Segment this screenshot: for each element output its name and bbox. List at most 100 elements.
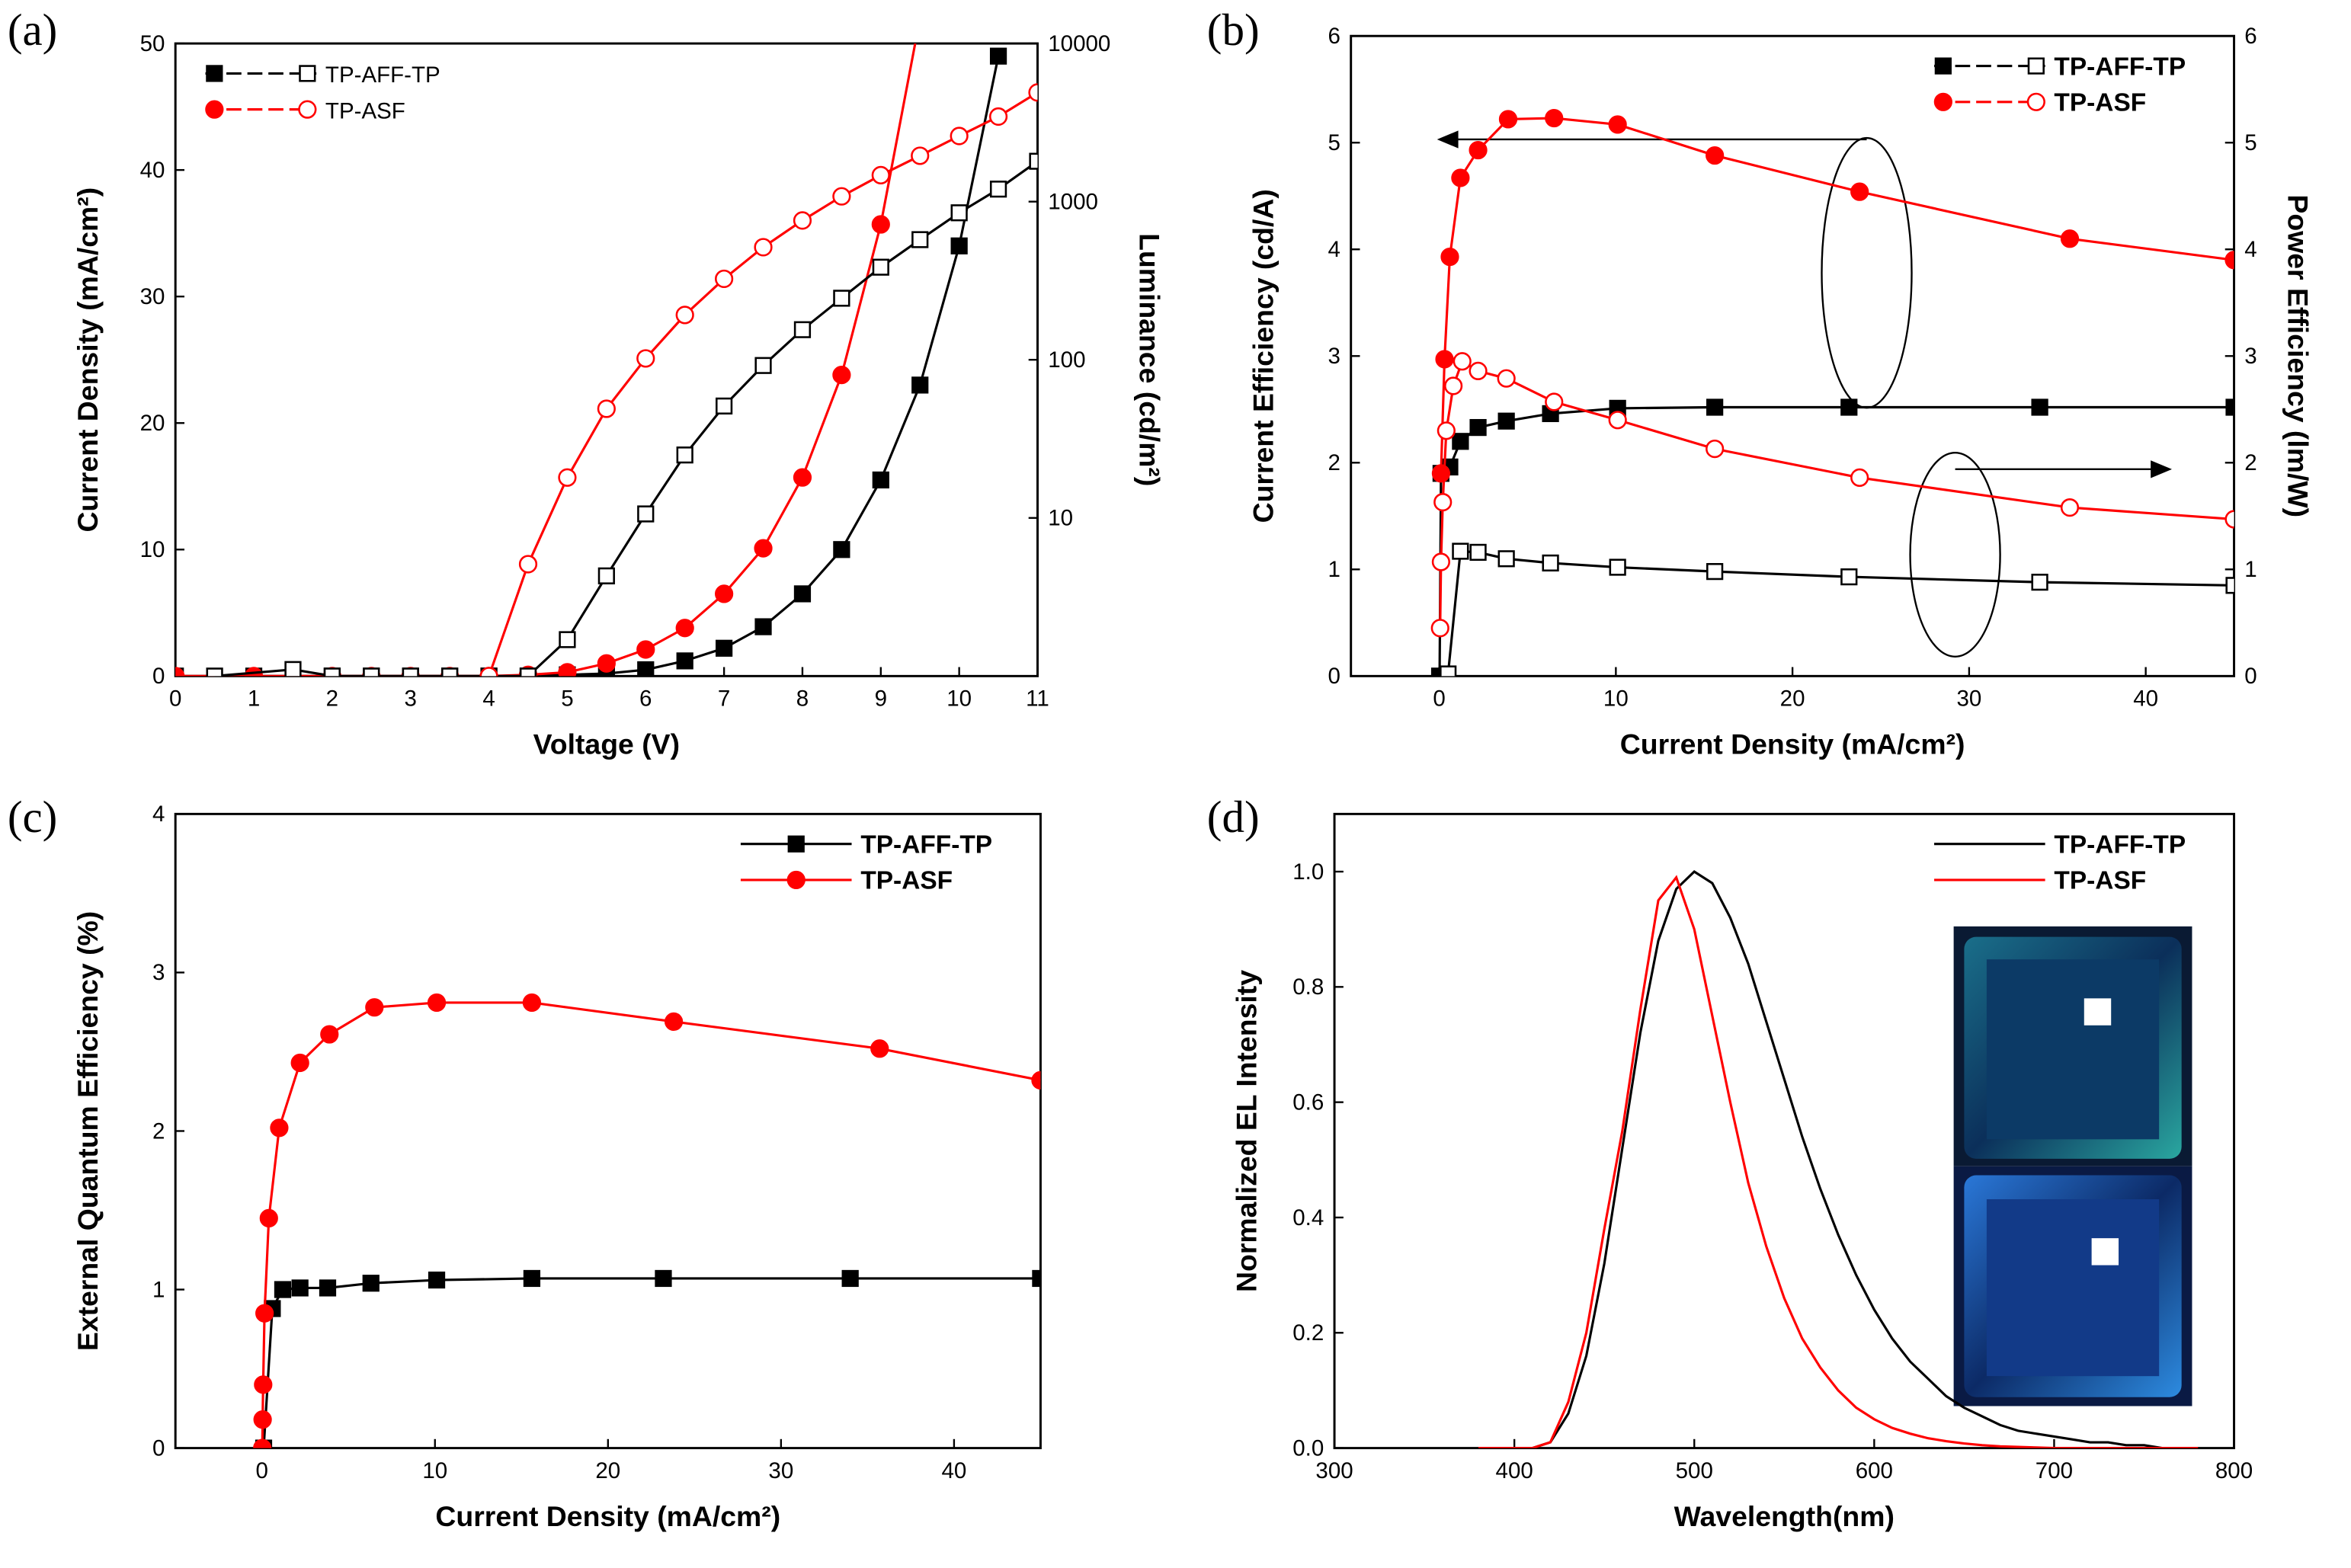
marker	[1452, 433, 1469, 450]
x-tick-label: 0	[1433, 686, 1445, 712]
marker	[1608, 115, 1627, 134]
marker	[1452, 542, 1469, 560]
marker	[911, 231, 929, 248]
marker	[597, 654, 616, 673]
y-tick-label: 0.6	[1292, 1090, 1324, 1115]
y2-tick-label: 6	[2244, 24, 2257, 49]
marker	[1469, 418, 1487, 437]
marker	[715, 639, 733, 657]
marker	[833, 541, 850, 558]
y-tick-label: 0	[152, 664, 165, 689]
series-group	[175, 43, 1038, 677]
y-tick-label: 0	[152, 1435, 165, 1461]
legend-label: TP-AFF-TP	[860, 831, 992, 859]
y2-tick-label: 100	[1048, 347, 1085, 373]
marker	[259, 1208, 278, 1228]
marker	[1031, 1070, 1041, 1090]
marker	[1433, 493, 1453, 512]
marker	[558, 663, 577, 677]
marker	[597, 399, 616, 418]
marker	[1469, 361, 1488, 380]
marker	[427, 993, 447, 1013]
y-tick-label: 10	[140, 537, 165, 562]
x-tick-label: 700	[2036, 1458, 2073, 1483]
marker	[402, 667, 419, 677]
marker	[1498, 110, 1518, 129]
marker	[872, 258, 889, 276]
x-tick-label: 7	[718, 686, 730, 712]
marker	[2225, 398, 2234, 416]
legend-label: TP-AFF-TP	[2054, 831, 2186, 859]
series-group	[253, 993, 1041, 1448]
series-line	[261, 1001, 1041, 1448]
marker	[1437, 421, 1456, 440]
marker	[1431, 552, 1450, 571]
marker	[1469, 140, 1488, 160]
marker	[270, 1118, 289, 1138]
y2-tick-label: 1000	[1048, 189, 1098, 214]
marker	[872, 471, 889, 489]
y-tick-label: 2	[1328, 450, 1340, 475]
marker	[715, 269, 734, 289]
marker	[988, 107, 1008, 126]
marker	[2031, 574, 2048, 591]
y-tick-label: 1.0	[1292, 859, 1324, 885]
marker	[637, 661, 655, 677]
marker	[365, 998, 384, 1017]
inset-photo	[1953, 926, 2192, 1406]
marker	[675, 306, 694, 325]
marker	[754, 357, 772, 374]
x-axis-label: Wavelength(nm)	[1674, 1500, 1895, 1532]
marker	[1706, 440, 1725, 459]
marker	[1028, 83, 1038, 102]
x-tick-label: 11	[1026, 686, 1049, 712]
marker	[2225, 577, 2234, 594]
marker	[244, 667, 264, 677]
y-tick-label: 4	[152, 802, 165, 827]
marker	[290, 1053, 309, 1073]
marker	[519, 667, 537, 677]
legend-marker	[298, 100, 317, 119]
marker	[1706, 146, 1725, 165]
marker	[989, 47, 1007, 65]
y2-tick-label: 10	[1048, 506, 1073, 531]
plot-frame	[1350, 34, 2236, 677]
marker	[323, 667, 341, 677]
y2-tick-label: 0	[2244, 664, 2257, 689]
marker	[754, 618, 772, 635]
marker	[1609, 558, 1626, 576]
marker	[1431, 464, 1450, 483]
legend-marker	[2027, 57, 2045, 75]
x-axis-label: Current Density (mA/cm²)	[435, 1500, 780, 1532]
marker	[841, 1269, 859, 1288]
panel-label: (b)	[1207, 5, 1260, 55]
marker	[253, 1410, 272, 1429]
marker	[441, 667, 459, 677]
marker	[793, 211, 812, 230]
y2-tick-label: 3	[2244, 344, 2257, 369]
x-tick-label: 20	[595, 1458, 620, 1483]
x-tick-label: 600	[1856, 1458, 1893, 1483]
marker	[291, 1279, 309, 1297]
y-tick-label: 30	[140, 284, 165, 309]
y2-tick-label: 1	[2244, 557, 2257, 582]
x-tick-label: 4	[482, 686, 495, 712]
x-tick-label: 20	[1780, 686, 1805, 712]
x-tick-label: 10	[1603, 686, 1629, 712]
marker	[637, 505, 655, 523]
marker	[1497, 550, 1515, 568]
marker	[676, 446, 693, 464]
y-tick-label: 5	[1328, 130, 1340, 155]
marker	[2031, 398, 2048, 416]
panel-label: (c)	[8, 792, 58, 842]
marker	[911, 146, 930, 165]
legend-label: TP-ASF	[2054, 89, 2146, 117]
marker	[754, 238, 773, 257]
marker	[636, 640, 655, 659]
y2-axis-label: Power Efficiency (lm/W)	[2282, 194, 2314, 517]
y-tick-label: 20	[140, 411, 165, 436]
marker	[518, 555, 538, 574]
marker	[636, 349, 655, 368]
y-tick-label: 0.2	[1292, 1320, 1324, 1346]
